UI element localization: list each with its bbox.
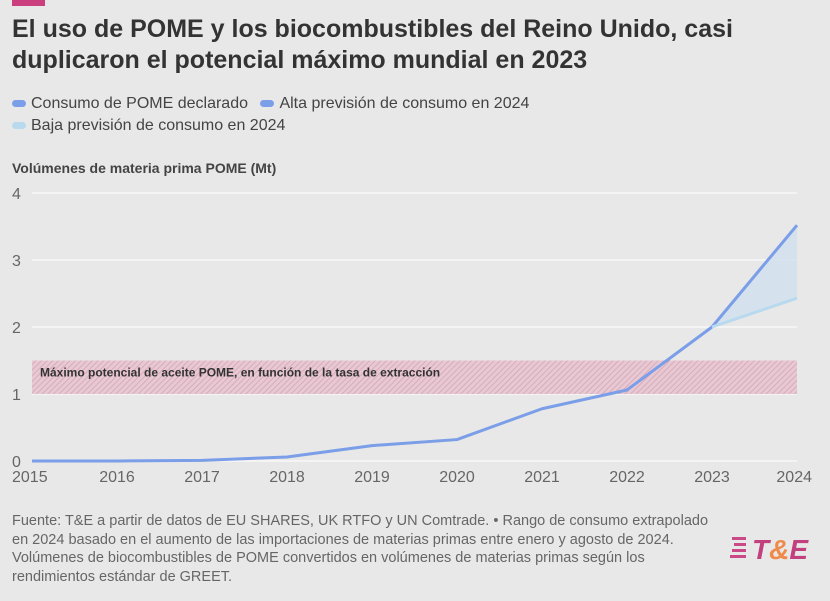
series-line-0 [32,325,713,463]
legend-item: Alta previsión de consumo en 2024 [260,93,529,114]
y-tick-label: 4 [12,186,21,203]
x-tick-label: 2016 [99,469,135,486]
series-line-2 [711,296,798,329]
svg-text:T&E: T&E [752,534,809,565]
x-tick-label: 2015 [12,469,48,486]
x-tick-label: 2018 [269,469,305,486]
x-tick-label: 2024 [776,469,812,486]
accent-bar [12,0,45,6]
page-title: El uso de POME y los biocombustibles del… [12,15,733,74]
legend-label: Baja previsión de consumo en 2024 [31,117,286,134]
x-tick-label: 2022 [609,469,645,486]
x-tick-label: 2023 [694,469,730,486]
legend-item: Consumo de POME declarado [12,93,248,114]
legend-label: Alta previsión de consumo en 2024 [279,95,530,112]
potential-band [32,360,797,394]
legend-label: Consumo de POME declarado [31,95,248,112]
y-tick-label: 3 [12,253,21,270]
y-tick-label: 1 [12,387,21,404]
band-label: Máximo potencial de aceite POME, en func… [40,366,440,380]
series-line-1 [710,224,799,328]
x-tick-label: 2020 [439,469,475,486]
te-logo: T&E [730,530,820,571]
y-tick-label: 2 [12,320,21,337]
x-tick-label: 2021 [524,469,560,486]
footer-source: Fuente: T&E a partir de datos de EU SHAR… [12,513,709,585]
legend-swatch-icon [260,100,275,107]
x-tick-label: 2019 [354,469,390,486]
legend: Consumo de POME declarado Alta previsión… [12,92,632,136]
legend-swatch-icon [12,100,26,107]
legend-swatch-icon [12,122,26,129]
y-axis-title: Volúmenes de materia prima POME (Mt) [12,160,277,176]
y-tick-label: 0 [12,454,21,471]
x-tick-label: 2017 [184,469,220,486]
legend-item: Baja previsión de consumo en 2024 [12,115,285,136]
